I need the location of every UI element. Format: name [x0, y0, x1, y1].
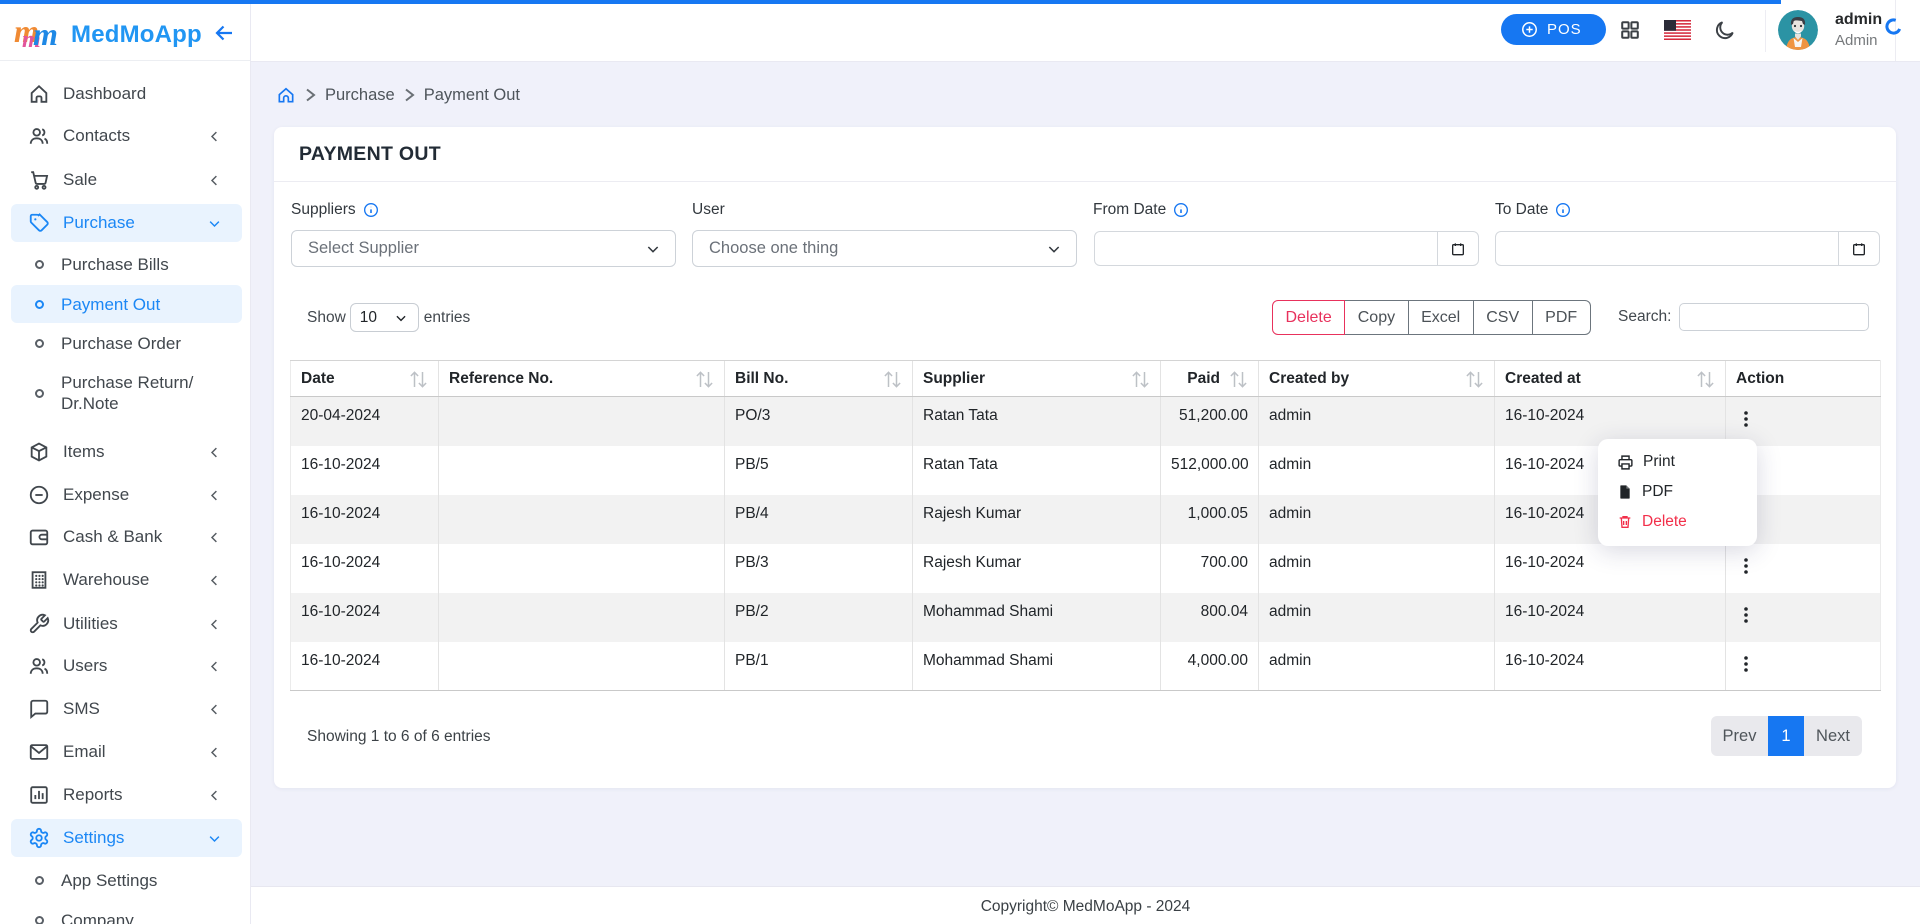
svg-text:m: m — [14, 13, 39, 49]
svg-text:m: m — [22, 27, 41, 53]
svg-text:m: m — [33, 16, 58, 52]
